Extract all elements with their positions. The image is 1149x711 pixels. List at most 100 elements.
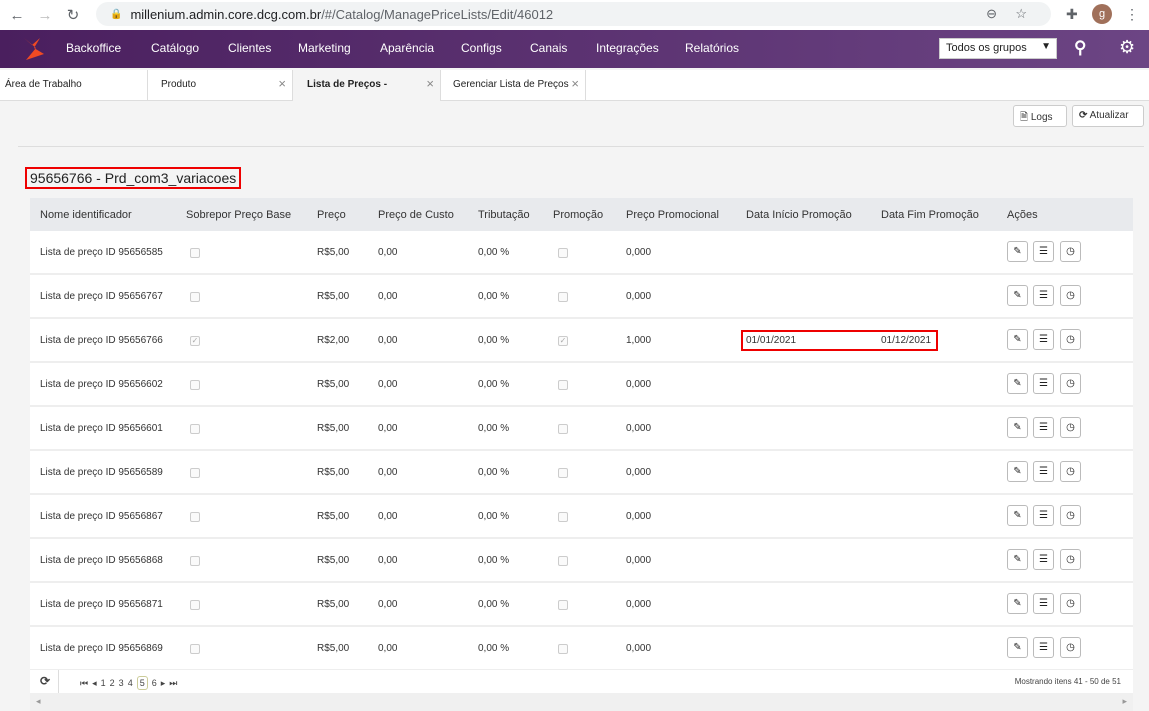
horizontal-scrollbar[interactable]: ◂ ▸ [30,693,1133,711]
gear-icon[interactable]: ⚙ [1119,37,1136,57]
refresh-icon[interactable]: ⟳ [40,674,51,688]
back-icon[interactable]: ← [9,6,25,24]
page-2[interactable]: 2 [109,678,115,688]
search-icon[interactable]: ⚲ [1074,38,1087,57]
promo-checkbox[interactable] [558,248,568,258]
nav-catalogo[interactable]: Catálogo [151,41,200,55]
page-1[interactable]: 1 [100,678,106,688]
browser-bar: ← → ↻ 🔒 millenium.admin.core.dcg.com.br /… [0,0,1149,30]
edit-pencil-icon[interactable]: ✎ [1007,505,1028,526]
clock-icon[interactable]: ◷ [1060,593,1081,614]
promo-checkbox[interactable] [558,512,568,522]
override-checkbox[interactable] [190,644,200,654]
clock-icon[interactable]: ◷ [1060,241,1081,262]
reload-icon[interactable]: ↻ [66,7,80,24]
forward-icon[interactable]: → [37,6,53,24]
group-select[interactable]: Todos os grupos ▼ [939,38,1057,59]
list-icon[interactable]: ☰ [1033,417,1054,438]
zoom-icon[interactable]: ⊖ [986,6,997,21]
logo-icon[interactable] [22,36,46,62]
override-checkbox[interactable] [190,424,200,434]
last-page-icon[interactable]: ⏭ [169,677,178,688]
promo-checkbox[interactable] [558,292,568,302]
promo-checkbox[interactable] [558,380,568,390]
row-price: R$5,00 [317,511,350,522]
nav-aparencia[interactable]: Aparência [380,41,435,55]
clock-icon[interactable]: ◷ [1060,461,1081,482]
list-icon[interactable]: ☰ [1033,285,1054,306]
promo-checkbox[interactable] [558,600,568,610]
edit-pencil-icon[interactable]: ✎ [1007,373,1028,394]
override-checkbox[interactable] [190,512,200,522]
override-checkbox[interactable] [190,248,200,258]
clock-icon[interactable]: ◷ [1060,329,1081,350]
promo-checkbox[interactable] [558,644,568,654]
page-current[interactable]: 5 [136,676,148,690]
override-checkbox[interactable] [190,468,200,478]
profile-avatar[interactable]: g [1092,4,1112,24]
close-icon[interactable]: × [278,76,286,91]
nav-clientes[interactable]: Clientes [228,41,272,55]
nav-relatorios[interactable]: Relatórios [685,41,740,55]
clock-icon[interactable]: ◷ [1060,417,1081,438]
list-icon[interactable]: ☰ [1033,549,1054,570]
list-icon[interactable]: ☰ [1033,241,1054,262]
col-nome: Nome identificador [40,209,132,221]
edit-pencil-icon[interactable]: ✎ [1007,461,1028,482]
close-icon[interactable]: × [426,76,434,91]
page-3[interactable]: 3 [118,678,124,688]
edit-pencil-icon[interactable]: ✎ [1007,417,1028,438]
prev-page-icon[interactable]: ◂ [92,677,97,688]
scroll-left-icon[interactable]: ◂ [36,696,41,706]
promo-checkbox[interactable] [558,468,568,478]
page-6[interactable]: 6 [151,678,157,688]
scroll-right-icon[interactable]: ▸ [1122,696,1127,706]
browser-menu-icon[interactable]: ⋮ [1125,6,1139,22]
logs-button[interactable]: 🗎 Logs [1013,105,1067,127]
refresh-button[interactable]: ⟳ Atualizar [1072,105,1144,127]
tab-lista-de-precos[interactable]: Lista de Preços - × [293,70,441,101]
close-icon[interactable]: × [571,76,579,91]
nav-canais[interactable]: Canais [530,41,568,55]
list-icon[interactable]: ☰ [1033,505,1054,526]
tab-produto[interactable]: Produto × [148,70,293,101]
extensions-icon[interactable]: ✚ [1066,6,1078,22]
edit-pencil-icon[interactable]: ✎ [1007,637,1028,658]
edit-pencil-icon[interactable]: ✎ [1007,593,1028,614]
override-checkbox[interactable] [190,380,200,390]
nav-configs[interactable]: Configs [461,41,502,55]
promo-checkbox[interactable] [558,556,568,566]
list-icon[interactable]: ☰ [1033,373,1054,394]
divider [18,146,1144,147]
next-page-icon[interactable]: ▸ [160,677,166,688]
page-4[interactable]: 4 [127,678,133,688]
override-checkbox[interactable] [190,600,200,610]
override-checkbox[interactable] [190,292,200,302]
list-icon[interactable]: ☰ [1033,329,1054,350]
edit-pencil-icon[interactable]: ✎ [1007,549,1028,570]
bookmark-star-icon[interactable]: ☆ [1015,6,1027,21]
clock-icon[interactable]: ◷ [1060,637,1081,658]
edit-pencil-icon[interactable]: ✎ [1007,285,1028,306]
list-icon[interactable]: ☰ [1033,461,1054,482]
address-bar[interactable]: 🔒 millenium.admin.core.dcg.com.br/#/Cata… [96,2,1051,26]
nav-backoffice[interactable]: Backoffice [66,41,122,55]
nav-integracoes[interactable]: Integrações [596,41,659,55]
edit-pencil-icon[interactable]: ✎ [1007,241,1028,262]
list-icon[interactable]: ☰ [1033,637,1054,658]
list-icon[interactable]: ☰ [1033,593,1054,614]
price-list-table: Nome identificador Sobrepor Preço Base P… [30,198,1133,671]
override-checkbox[interactable] [190,556,200,566]
clock-icon[interactable]: ◷ [1060,505,1081,526]
clock-icon[interactable]: ◷ [1060,373,1081,394]
promo-checkbox[interactable]: ✓ [558,336,568,346]
clock-icon[interactable]: ◷ [1060,549,1081,570]
edit-pencil-icon[interactable]: ✎ [1007,329,1028,350]
override-checkbox[interactable]: ✓ [190,336,200,346]
tab-gerenciar-lista[interactable]: Gerenciar Lista de Preços × [441,70,586,101]
tab-area-de-trabalho[interactable]: Área de Trabalho [0,70,148,101]
promo-checkbox[interactable] [558,424,568,434]
nav-marketing[interactable]: Marketing [298,41,351,55]
clock-icon[interactable]: ◷ [1060,285,1081,306]
first-page-icon[interactable]: ⏮ [80,677,89,688]
